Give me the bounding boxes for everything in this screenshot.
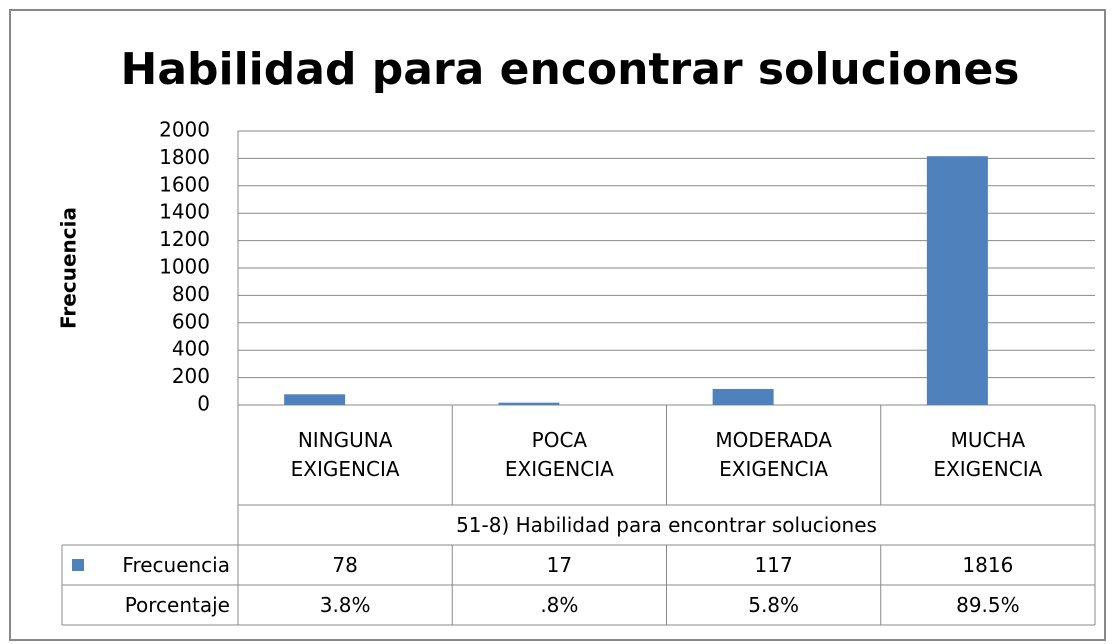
table-value: 78: [332, 552, 358, 577]
table-value: 17: [546, 552, 573, 577]
y-tick-label: 200: [172, 364, 210, 388]
y-tick-label: 1600: [159, 172, 210, 196]
x-axis-label: 51-8) Habilidad para encontrar solucione…: [456, 512, 877, 537]
bar: [498, 402, 560, 405]
table-value: 117: [754, 552, 793, 577]
y-axis-label: Frecuencia: [57, 207, 81, 329]
legend-label: Porcentaje: [124, 592, 230, 617]
bar: [284, 394, 346, 405]
table-value: 89.5%: [956, 592, 1020, 617]
bar: [712, 388, 774, 405]
y-tick-label: 1200: [159, 227, 210, 251]
y-tick-label: 1400: [159, 200, 210, 224]
table-value: 5.8%: [748, 592, 800, 617]
y-tick-label: 1800: [159, 145, 210, 169]
x-tick-label: POCA EXIGENCIA: [504, 428, 614, 481]
chart-border: [9, 9, 1106, 641]
legend-key: [72, 559, 84, 571]
y-tick-label: 0: [197, 392, 210, 416]
x-tick-label: NINGUNA EXIGENCIA: [290, 428, 400, 481]
legend-label: Frecuencia: [122, 552, 230, 577]
table-value: 1816: [962, 552, 1014, 577]
y-tick-label: 600: [172, 309, 210, 333]
y-tick-label: 1000: [159, 255, 210, 279]
y-tick-label: 2000: [159, 118, 210, 142]
y-tick-label: 800: [172, 282, 210, 306]
table-value: .8%: [540, 592, 579, 617]
x-tick-label: MUCHA EXIGENCIA: [933, 428, 1043, 481]
x-tick-label: MODERADA EXIGENCIA: [715, 428, 832, 481]
chart-title: Habilidad para encontrar soluciones: [121, 44, 1020, 95]
y-tick-label: 400: [172, 337, 210, 361]
bar: [926, 156, 988, 405]
table-value: 3.8%: [319, 592, 371, 617]
